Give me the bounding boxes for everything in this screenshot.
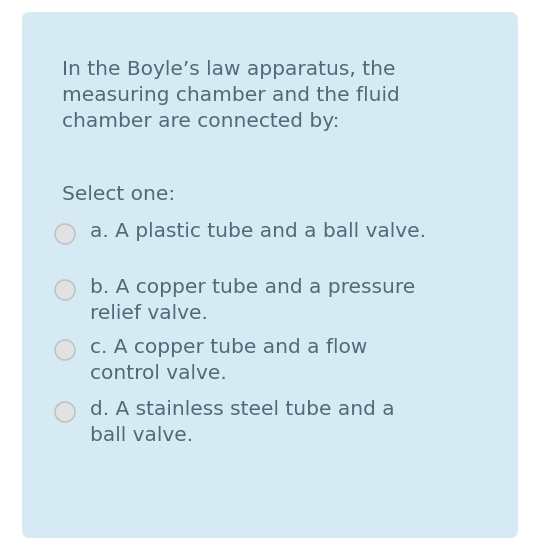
Text: control valve.: control valve. [90, 364, 227, 383]
Text: Select one:: Select one: [62, 185, 176, 204]
Circle shape [55, 340, 75, 360]
Text: measuring chamber and the fluid: measuring chamber and the fluid [62, 86, 400, 105]
Text: relief valve.: relief valve. [90, 304, 208, 323]
Text: a. A plastic tube and a ball valve.: a. A plastic tube and a ball valve. [90, 222, 426, 241]
Text: c. A copper tube and a flow: c. A copper tube and a flow [90, 338, 367, 357]
Text: ball valve.: ball valve. [90, 426, 193, 445]
FancyBboxPatch shape [22, 12, 518, 538]
Text: d. A stainless steel tube and a: d. A stainless steel tube and a [90, 400, 395, 419]
Text: chamber are connected by:: chamber are connected by: [62, 112, 340, 131]
Text: b. A copper tube and a pressure: b. A copper tube and a pressure [90, 278, 415, 297]
Circle shape [55, 402, 75, 422]
Circle shape [55, 280, 75, 300]
Text: In the Boyle’s law apparatus, the: In the Boyle’s law apparatus, the [62, 60, 395, 79]
Circle shape [55, 224, 75, 244]
